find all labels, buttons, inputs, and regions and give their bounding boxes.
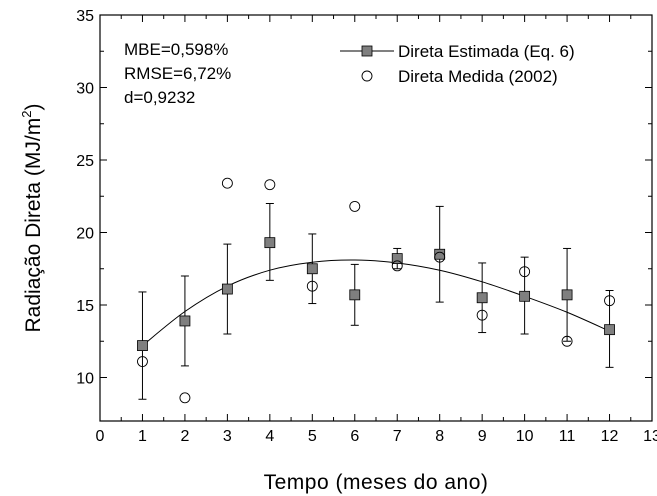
x-tick-label: 3 — [223, 428, 232, 445]
y-axis-label-close: ) — [22, 104, 45, 111]
y-axis-label: Radiação Direta (MJ/m2) — [19, 104, 45, 333]
legend: Direta Estimada (Eq. 6) Direta Medida (2… — [340, 42, 575, 86]
axis-ticks — [99, 14, 653, 421]
y-tick-label: 35 — [76, 8, 94, 25]
x-tick-label: 2 — [180, 428, 189, 445]
estimated-point — [264, 237, 276, 249]
x-tick-label: 8 — [435, 428, 444, 445]
legend-circle-icon — [361, 70, 373, 82]
measured-point — [179, 392, 191, 404]
y-axis-label-sup: 2 — [19, 111, 34, 118]
measured-point — [306, 280, 318, 292]
x-tick-label: 9 — [478, 428, 487, 445]
error-bars — [138, 203, 614, 400]
x-tick-label: 5 — [308, 428, 317, 445]
measured-point — [264, 179, 276, 191]
measured-point — [137, 356, 148, 367]
x-tick-label: 12 — [601, 428, 619, 445]
x-axis-label: Tempo (meses do ano) — [264, 471, 489, 494]
y-tick-label: 20 — [76, 226, 94, 243]
estimated-point — [434, 248, 446, 260]
measured-point — [519, 266, 531, 278]
measured-point — [349, 200, 361, 212]
x-tick-label: 1 — [138, 428, 147, 445]
trend-line — [142, 259, 610, 346]
stats-box: MBE=0,598% RMSE=6,72% d=0,9232 — [124, 40, 231, 107]
measured-markers — [137, 177, 615, 404]
measured-point — [561, 335, 573, 347]
estimated-point — [221, 283, 233, 295]
y-tick-label: 10 — [76, 371, 94, 388]
legend-label-estimated: Direta Estimada (Eq. 6) — [398, 42, 575, 61]
estimated-point — [391, 253, 403, 265]
y-axis-label-main: Radiação Direta (MJ/m — [22, 118, 45, 333]
estimated-markers — [137, 237, 615, 352]
estimated-point — [519, 290, 531, 302]
stat-rmse: RMSE=6,72% — [124, 64, 231, 83]
measured-point — [476, 309, 488, 321]
estimated-point — [179, 315, 191, 327]
estimated-point — [137, 340, 148, 352]
estimated-point — [604, 324, 615, 336]
x-tick-label: 0 — [96, 428, 105, 445]
stat-mbe: MBE=0,598% — [124, 40, 228, 59]
y-tick-label: 30 — [76, 81, 94, 98]
estimated-point — [476, 292, 488, 304]
measured-point — [604, 295, 615, 307]
legend-label-measured: Direta Medida (2002) — [398, 67, 558, 86]
x-tick-labels: 0 1 2 3 4 5 6 7 8 9 10 11 12 13 — [96, 428, 657, 445]
x-tick-label: 6 — [350, 428, 359, 445]
x-tick-label: 7 — [393, 428, 402, 445]
legend-square-icon — [361, 45, 373, 57]
y-tick-labels: 10 15 20 25 30 35 — [76, 8, 94, 388]
stat-d: d=0,9232 — [124, 88, 195, 107]
measured-point — [391, 260, 403, 272]
y-tick-label: 15 — [76, 298, 94, 315]
x-tick-label: 13 — [643, 428, 657, 445]
estimated-point — [561, 289, 573, 301]
y-tick-label: 25 — [76, 153, 94, 170]
x-tick-label: 10 — [516, 428, 534, 445]
estimated-point — [349, 289, 361, 301]
estimated-point — [306, 263, 318, 275]
x-tick-label: 11 — [559, 428, 576, 445]
measured-point — [221, 177, 233, 189]
measured-point — [434, 251, 446, 263]
x-tick-label: 4 — [265, 428, 274, 445]
